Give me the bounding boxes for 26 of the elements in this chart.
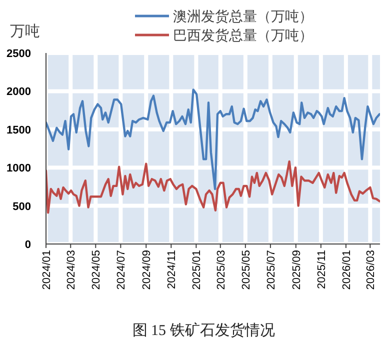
x-tick-label: 2024/11: [166, 250, 178, 289]
y-tick-label: 1500: [6, 124, 31, 136]
legend-label: 澳洲发货总量（万吨）: [173, 9, 313, 25]
legend-label: 巴西发货总量（万吨）: [173, 28, 313, 44]
x-tick-label: 2025/05: [240, 250, 252, 290]
line-series: [46, 88, 380, 190]
x-tick-label: 2026/03: [365, 250, 378, 290]
x-tick-label: 2025/07: [265, 250, 278, 290]
y-axis-title: 万吨: [10, 23, 40, 40]
x-tick-label: 2026/01: [340, 250, 353, 290]
y-tick-label: 0: [24, 239, 31, 251]
text: 图 15 铁矿石发货情况: [132, 322, 275, 339]
x-tick-label: 2025/03: [215, 250, 228, 290]
x-tick-label: 2024/05: [90, 250, 103, 290]
x-tick-label: 2024/07: [116, 250, 128, 290]
y-tick-label: 500: [12, 200, 31, 213]
x-tick-label: 2025/01: [191, 250, 204, 290]
x-tick-label: 2025/09: [290, 250, 303, 290]
x-tick-label: 2024/01: [41, 250, 53, 290]
x-tick-label: 2025/11: [316, 250, 328, 289]
y-tick-label: 2500: [6, 48, 31, 60]
x-tick-label: 2024/09: [141, 250, 154, 290]
line-series: [46, 160, 380, 214]
x-tick-label: 2024/03: [66, 250, 78, 290]
y-tick-label: 2000: [6, 86, 31, 98]
y-tick-label: 1000: [6, 162, 31, 175]
